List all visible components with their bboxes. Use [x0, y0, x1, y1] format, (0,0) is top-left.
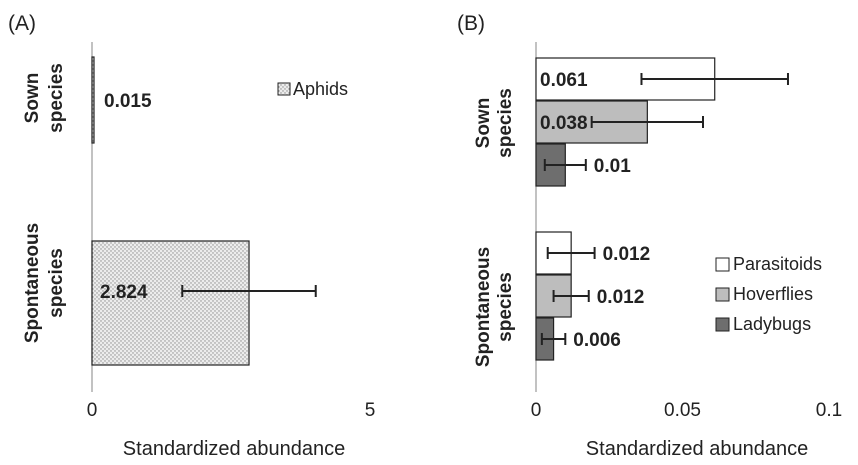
panel-a-category-spontaneous-line2: species — [46, 248, 67, 318]
panel-b-error-bar — [543, 159, 587, 171]
panel-b-error-bar — [590, 116, 705, 128]
panel-a-label: (A) — [8, 12, 36, 35]
legend-swatch-ladybugs — [715, 317, 730, 332]
panel-b-x-tick: 0.1 — [816, 400, 842, 421]
panel-a-x-tick: 5 — [365, 400, 376, 421]
panel-b-category-spontaneous: Spontaneous species — [473, 247, 516, 367]
panel-b-marks: 0 0.05 0.1 0.061 0.012 0.038 0.012 0.01 0.006 Par… — [531, 42, 842, 421]
panel-b-data-label: 0.061 — [540, 70, 588, 91]
panel-b-x-tick: 0.05 — [664, 400, 701, 421]
panel-a-category-spontaneous: Spontaneous species — [22, 223, 67, 343]
panel-a-bar-sown — [91, 56, 95, 144]
panel-b-data-label: 0.012 — [603, 244, 651, 265]
panel-b-error-bar — [640, 73, 789, 85]
panel-b-category-spontaneous-line2: species — [495, 272, 516, 342]
panel-b-data-label: 0.012 — [597, 287, 645, 308]
panel-b-xlabel: Standardized abundance — [586, 438, 808, 460]
panel-b-x-tick: 0 — [531, 400, 542, 421]
legend-label-aphids: Aphids — [293, 79, 348, 99]
panel-a-category-sown-line2: species — [46, 63, 67, 133]
panel-a-marks: 0 5 0.015 2.824 Aphids — [87, 42, 376, 421]
panel-b-category-sown-line2: species — [495, 88, 516, 158]
panel-b-error-bar — [546, 247, 596, 259]
panel-b-error-bar — [540, 333, 567, 345]
panel-a-category-sown: Sown species — [22, 63, 67, 133]
panel-b-label: (B) — [457, 12, 485, 35]
panel-a-data-label: 0.015 — [104, 91, 152, 112]
panel-b-data-label: 0.01 — [594, 156, 631, 177]
legend-swatch-hoverflies — [715, 287, 730, 302]
panel-a-data-label: 2.824 — [100, 282, 148, 303]
legend-label-ladybugs: Ladybugs — [733, 314, 811, 334]
panel-b-category-sown: Sown species — [473, 88, 516, 158]
panel-a-error-bar — [181, 285, 317, 297]
panel-a-category-spontaneous-line1: Spontaneous — [22, 223, 43, 343]
panel-a-bar-spontaneous — [91, 240, 250, 366]
legend-swatch-parasitoids — [715, 257, 730, 272]
panel-b-data-label: 0.038 — [540, 113, 588, 134]
panel-b-category-sown-line1: Sown — [473, 98, 494, 149]
panel-b-category-spontaneous-line1: Spontaneous — [473, 247, 494, 367]
legend-label-hoverflies: Hoverflies — [733, 284, 813, 304]
panel-b-data-label: 0.006 — [573, 330, 621, 351]
legend-label-parasitoids: Parasitoids — [733, 254, 822, 274]
panel-a-legend: Aphids — [277, 79, 348, 99]
panel-b-legend: Parasitoids Hoverflies Ladybugs — [715, 254, 822, 334]
legend-swatch-aphids — [277, 82, 291, 96]
panel-a-x-tick: 0 — [87, 400, 98, 421]
panel-b-error-bar — [552, 290, 590, 302]
panel-a-category-sown-line1: Sown — [22, 73, 43, 124]
panel-a-xlabel: Standardized abundance — [123, 438, 345, 460]
